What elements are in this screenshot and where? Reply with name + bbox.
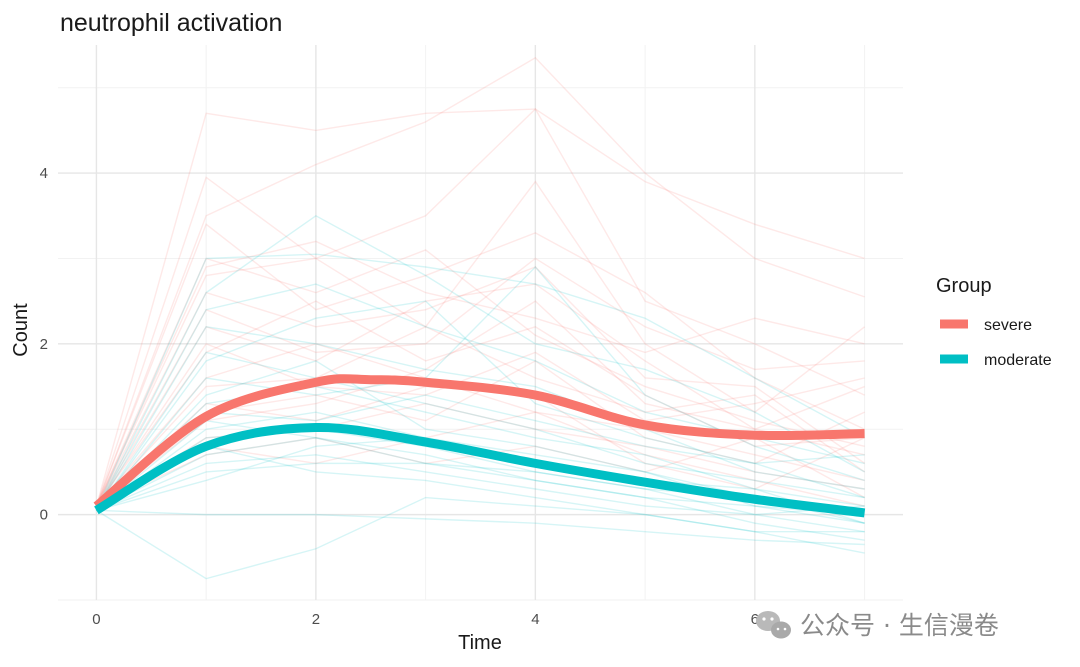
moderate-trajectory [95,326,865,511]
moderate-trajectory [95,394,865,511]
watermark-text: 公众号 · 生信漫卷 [800,611,999,640]
y-tick-label: 0 [40,507,48,524]
moderate-trajectory [96,509,865,546]
severe-trajectory [95,283,865,507]
series-lines [93,374,866,518]
severe-trajectory [95,325,865,507]
severe-trajectory [96,411,865,507]
severe-trajectory [95,108,865,507]
severe-trajectory [95,56,865,507]
y-tick-label: 4 [40,165,48,182]
gridlines [58,45,903,601]
severe-trajectory [95,266,865,507]
moderate-trajectory [96,437,865,541]
severe-trajectory [95,342,865,507]
x-tick-label: 2 [312,611,320,628]
severe-trajectory [95,300,865,507]
moderate-trajectory [95,351,865,511]
tick-labels: 0 2 4 6 0 2 4 [40,165,759,628]
severe-trajectory [95,240,865,507]
moderate-trajectory [95,385,865,524]
moderate-trajectory [96,496,865,580]
severe-trajectory [95,180,866,507]
severe-trajectory [95,223,865,507]
severe-trajectory [95,257,865,507]
moderate-trajectory [95,419,865,524]
moderate-trajectory [95,214,865,511]
individual-trajectories [95,56,866,580]
moderate-trajectory [95,300,865,511]
severe-trajectory [95,343,865,507]
x-tick-label: 6 [751,611,759,628]
x-tick-label: 4 [531,611,539,628]
y-axis-title: Count [10,303,32,357]
legend: Group severe moderate [936,275,1052,369]
legend-label-moderate: moderate [984,352,1052,369]
watermark: 公众号 · 生信漫卷 [756,611,999,640]
moderate-trajectory [95,253,865,511]
x-axis-title: Time [458,632,502,654]
severe-trajectory [95,249,865,507]
legend-title: Group [936,275,992,297]
y-tick-label: 2 [40,336,48,353]
moderate-trajectory [96,445,865,533]
moderate-trajectory [96,454,865,516]
severe-trajectory [95,107,865,507]
chart-title: neutrophil activation [60,9,282,37]
series-line-moderate [94,423,866,518]
wechat-icon [756,611,791,639]
legend-label-severe: severe [984,317,1032,334]
series-line-severe [93,374,865,510]
x-tick-label: 0 [92,611,100,628]
